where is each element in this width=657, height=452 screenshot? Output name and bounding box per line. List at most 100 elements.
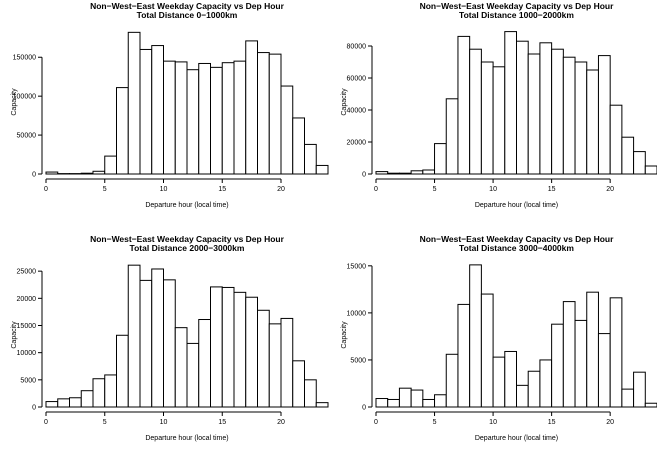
y-tick-label: 40000	[347, 108, 367, 115]
x-tick-label: 15	[218, 186, 226, 193]
x-tick-label: 15	[548, 419, 556, 426]
bar-hour-11	[174, 61, 188, 175]
bar-hour-5	[104, 374, 117, 408]
bar-hour-22	[633, 151, 646, 175]
bar-hour-1	[387, 172, 400, 175]
bar-hour-17	[245, 296, 258, 408]
y-tick-label: 60000	[347, 76, 367, 83]
y-tick-label: 25000	[17, 269, 37, 276]
chart-subtitle: Total Distance 2000−3000km	[130, 243, 245, 253]
y-tick-label: 80000	[347, 44, 367, 51]
x-tick-label: 10	[489, 186, 497, 193]
x-tick-label: 5	[433, 419, 437, 426]
bar-hour-8	[469, 48, 482, 175]
bar-hour-13	[198, 62, 211, 175]
bar-hour-5	[104, 155, 117, 175]
bar-hour-20	[609, 297, 623, 408]
x-tick-label: 10	[489, 419, 497, 426]
bar-hour-3	[410, 170, 424, 175]
bar-hour-15	[551, 48, 564, 175]
x-tick-label: 5	[433, 186, 437, 193]
y-tick-label: 10000	[17, 350, 37, 357]
y-axis-title: Capacity	[11, 321, 18, 349]
bar-hour-8	[139, 48, 153, 175]
bar-hour-4	[422, 169, 436, 175]
bar-hour-9	[480, 293, 494, 408]
x-tick-label: 20	[606, 419, 614, 426]
bar-hour-4	[422, 398, 436, 408]
y-tick-label: 20000	[347, 140, 367, 147]
bar-hour-0	[375, 398, 389, 408]
bar-hour-4	[92, 378, 106, 408]
x-axis-title: Departure hour (local time)	[145, 202, 228, 209]
x-tick-label: 10	[160, 419, 168, 426]
bar-hour-17	[574, 61, 588, 175]
bar-hour-12	[186, 342, 200, 408]
bar-hour-10	[163, 60, 176, 175]
bar-hour-3	[410, 389, 424, 408]
y-axis-title: Capacity	[341, 88, 348, 116]
bar-hour-16	[562, 301, 576, 408]
bar-hour-8	[139, 279, 153, 408]
bar-hour-23	[644, 165, 657, 175]
bar-hour-16	[562, 56, 576, 175]
bar-hour-20	[280, 317, 294, 408]
bar-hour-9	[151, 45, 164, 175]
bar-hour-16	[233, 60, 247, 175]
bar-hour-6	[116, 87, 129, 175]
bar-hour-11	[504, 350, 518, 408]
x-axis-title: Departure hour (local time)	[475, 202, 558, 209]
x-tick-label: 20	[277, 186, 285, 193]
x-tick-label: 10	[160, 186, 168, 193]
y-tick-label: 15000	[347, 263, 367, 270]
x-axis-title: Departure hour (local time)	[145, 435, 228, 442]
bar-hour-22	[304, 143, 317, 175]
bar-hour-7	[457, 35, 471, 175]
y-tick-label: 50000	[17, 133, 37, 140]
bar-hour-7	[127, 31, 141, 175]
bar-hour-18	[586, 69, 599, 175]
y-tick-label: 0	[32, 405, 36, 412]
bar-hour-20	[280, 85, 294, 175]
y-tick-label: 150000	[13, 55, 36, 62]
bar-hour-11	[504, 31, 518, 175]
x-tick-label: 5	[103, 186, 107, 193]
bar-hour-19	[597, 333, 611, 408]
bar-hour-15	[221, 286, 235, 408]
bar-hour-21	[292, 360, 305, 408]
x-tick-label: 0	[44, 186, 48, 193]
chart-panel-dist-3000-4000: Non−West−East Weekday Capacity vs Dep Ho…	[341, 234, 657, 442]
bar-hour-15	[221, 62, 235, 175]
bar-hour-15	[551, 323, 564, 408]
bar-hour-6	[445, 98, 459, 175]
bar-hour-14	[210, 66, 223, 175]
bar-hour-7	[127, 264, 141, 408]
x-tick-label: 0	[44, 419, 48, 426]
chart-title: Non−West−East Weekday Capacity vs Dep Ho…	[420, 1, 615, 11]
bar-hour-2	[69, 397, 82, 408]
x-tick-label: 15	[548, 186, 556, 193]
bar-hour-14	[539, 42, 553, 175]
bar-hour-14	[210, 286, 223, 408]
bar-hour-0	[45, 401, 59, 408]
chart-subtitle: Total Distance 3000−4000km	[459, 243, 574, 253]
bar-hour-1	[57, 398, 70, 408]
chart-subtitle: Total Distance 1000−2000km	[459, 10, 574, 20]
x-axis-title: Departure hour (local time)	[475, 435, 558, 442]
x-tick-label: 20	[277, 419, 285, 426]
x-tick-label: 15	[218, 419, 226, 426]
bar-hour-9	[480, 61, 494, 175]
bar-hour-19	[597, 55, 611, 175]
bar-hour-20	[609, 104, 623, 175]
bar-hour-2	[398, 172, 412, 175]
y-tick-label: 5000	[350, 357, 366, 364]
bar-hour-23	[315, 402, 329, 408]
bar-hour-3	[80, 390, 94, 408]
y-tick-label: 100000	[13, 94, 36, 101]
y-tick-label: 10000	[347, 310, 367, 317]
bar-hour-4	[92, 170, 106, 175]
chart-title: Non−West−East Weekday Capacity vs Dep Ho…	[90, 234, 285, 244]
bar-hour-0	[45, 171, 59, 175]
bar-hour-5	[434, 143, 447, 175]
